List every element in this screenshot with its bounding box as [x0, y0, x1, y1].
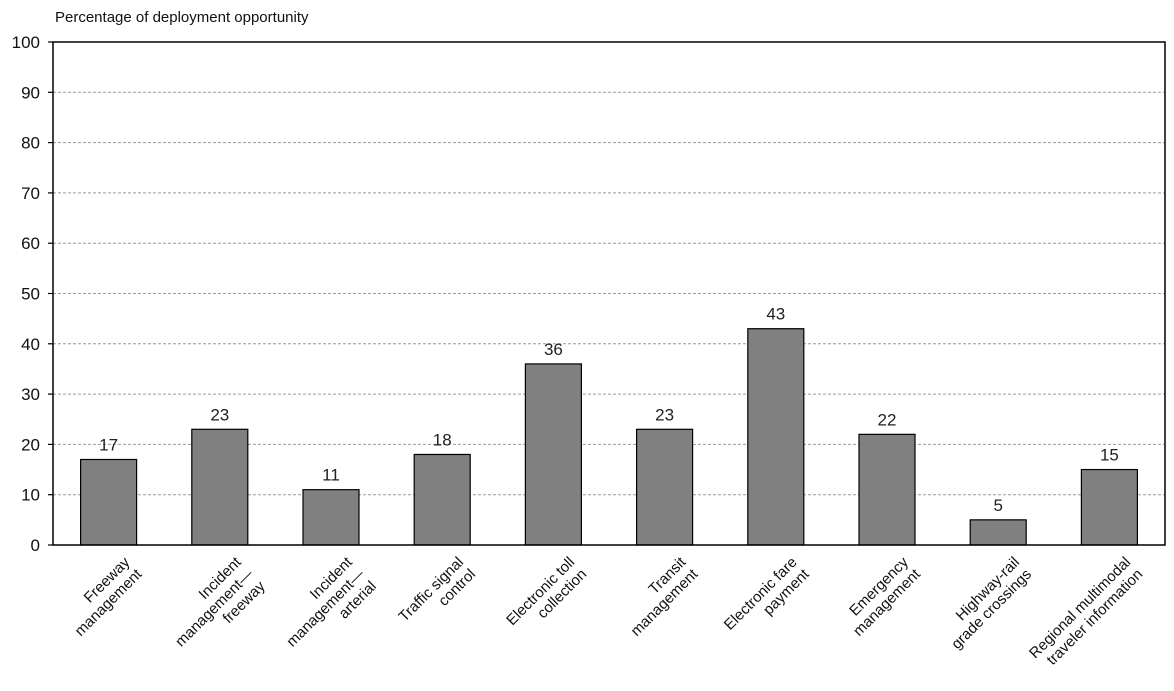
y-tick-label: 40 — [21, 335, 40, 354]
data-label: 23 — [210, 405, 229, 424]
y-tick-label: 80 — [21, 134, 40, 153]
bar — [747, 328, 805, 546]
category-label: Highway-railgrade crossings — [936, 554, 1035, 653]
bar — [1080, 468, 1139, 546]
data-labels: 17 23 11 18 36 23 43 22 5 15 — [99, 305, 1119, 515]
y-tick-label: 10 — [21, 486, 40, 505]
category-label: Transitmanagement — [615, 553, 702, 640]
category-label: Freewaymanagement — [59, 553, 146, 640]
y-axis-label: Percentage of deployment opportunity — [55, 9, 309, 26]
data-label: 5 — [993, 496, 1002, 515]
category-label: Incidentmanagement—freeway — [160, 553, 269, 662]
bar — [79, 458, 138, 546]
data-label: 11 — [322, 466, 340, 485]
category-label: Traffic signalcontrol — [395, 554, 479, 638]
bar — [635, 428, 694, 546]
data-label: 23 — [655, 405, 674, 424]
category-label: Regional multimodaltraveler information — [1026, 554, 1146, 674]
y-tick-label: 70 — [21, 184, 40, 203]
category-label-line: Regional multimodal — [1026, 554, 1134, 662]
category-labels: Freewaymanagement Incidentmanagement—free… — [59, 553, 1147, 674]
bar — [191, 428, 249, 546]
y-tick-label: 0 — [31, 536, 40, 555]
bar — [413, 453, 471, 546]
y-tick-label: 20 — [21, 435, 40, 454]
y-tick-label: 100 — [12, 33, 40, 52]
y-tick-label: 60 — [21, 234, 40, 253]
data-label: 22 — [878, 410, 897, 429]
category-label: Electronic farepayment — [721, 553, 813, 645]
category-label: Emergencymanagement — [838, 553, 925, 640]
category-label: Electronic tollcollection — [503, 554, 590, 641]
data-label: 43 — [766, 305, 785, 324]
y-tick-label: 90 — [21, 83, 40, 102]
data-label: 18 — [433, 430, 452, 449]
bar — [524, 363, 583, 546]
data-label: 15 — [1100, 446, 1119, 465]
bar — [858, 433, 916, 546]
data-label: 17 — [99, 435, 118, 454]
bar — [302, 489, 360, 546]
y-tick-labels: 0 10 20 30 40 50 60 70 80 90 100 — [12, 33, 40, 555]
bar — [969, 519, 1027, 546]
data-label: 36 — [544, 340, 563, 359]
bars — [79, 328, 1139, 546]
y-tick-label: 30 — [21, 385, 40, 404]
y-tick-label: 50 — [21, 285, 40, 304]
category-label: Incidentmanagement—arterial — [271, 553, 380, 662]
axes — [48, 41, 1166, 546]
